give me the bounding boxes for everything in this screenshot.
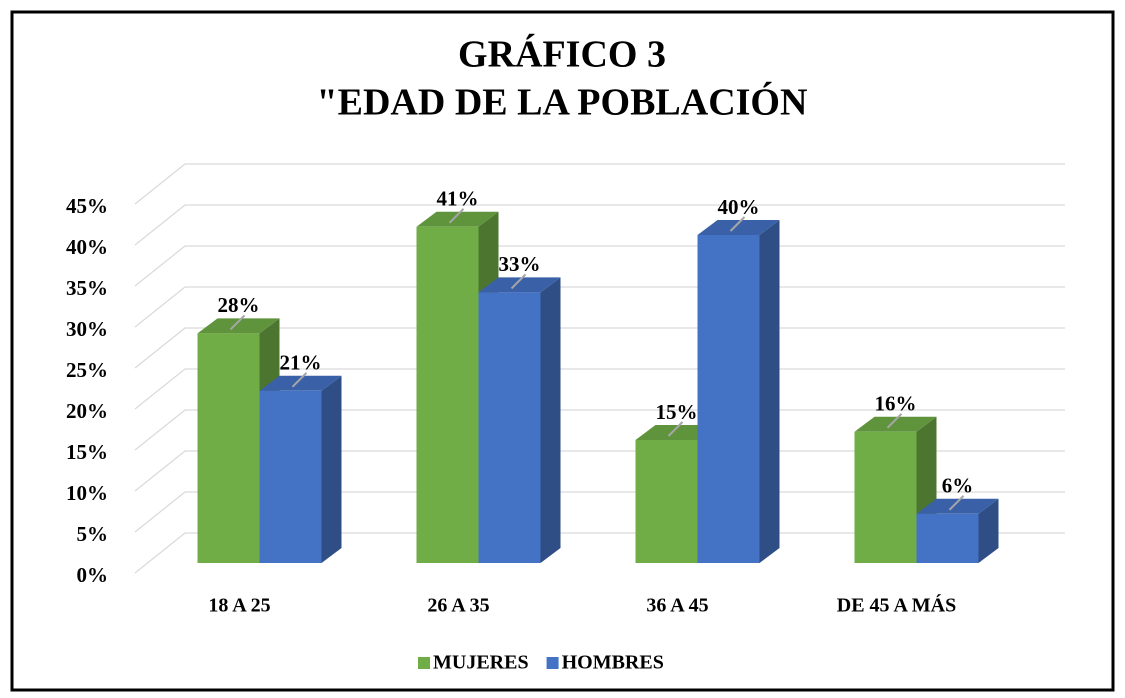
bar-top	[259, 375, 342, 391]
leader-line	[229, 314, 246, 331]
data-label: 16%	[875, 392, 917, 416]
leader-line	[510, 273, 527, 290]
y-tick-label: 10%	[66, 481, 108, 505]
y-tick-label: 45%	[66, 194, 108, 218]
bar-top	[416, 211, 499, 227]
leader-line	[729, 216, 746, 232]
data-label: 6%	[942, 474, 974, 498]
data-label: 21%	[280, 351, 322, 375]
bar-side	[978, 498, 999, 563]
bar	[854, 431, 917, 563]
bar-top	[635, 425, 718, 440]
data-label: 28%	[218, 293, 260, 317]
legend-label: MUJERES	[433, 652, 529, 674]
bar	[197, 333, 260, 563]
data-label: 40%	[718, 195, 760, 219]
y-tick-label: 30%	[66, 317, 108, 341]
bar	[259, 390, 322, 563]
legend-label: HOMBRES	[562, 652, 664, 674]
y-tick-label: 40%	[66, 235, 108, 259]
bar-side	[540, 277, 561, 563]
x-tick-label: DE 45 A MÁS	[837, 594, 956, 617]
bar-top	[197, 318, 280, 334]
x-tick-label: 26 A 35	[427, 595, 489, 617]
data-label: 33%	[499, 252, 541, 276]
legend-swatch	[546, 657, 559, 669]
grid-line	[134, 204, 1065, 246]
bar-top	[478, 277, 561, 293]
y-tick-label: 0%	[77, 563, 109, 587]
bar	[916, 513, 979, 563]
leader-line	[291, 372, 308, 388]
y-tick-label: 25%	[66, 358, 108, 382]
chart-title: GRÁFICO 3	[458, 34, 666, 76]
bar-side	[321, 375, 342, 563]
y-tick-label: 15%	[66, 440, 108, 464]
bar-top	[854, 416, 937, 432]
bar-top	[916, 498, 999, 514]
data-label: 15%	[656, 400, 698, 424]
bar	[478, 292, 541, 563]
y-tick-label: 35%	[66, 276, 108, 300]
y-tick-label: 20%	[66, 399, 108, 423]
bar	[635, 440, 698, 563]
grid-line	[134, 163, 1065, 205]
chart-border	[10, 10, 1115, 692]
x-tick-label: 18 A 25	[208, 595, 270, 617]
x-tick-label: 36 A 45	[646, 595, 708, 617]
leader-line	[667, 421, 684, 437]
bar-top	[697, 220, 780, 235]
leader-line	[886, 413, 903, 429]
bar	[416, 226, 479, 564]
bar	[697, 235, 760, 563]
legend-swatch	[418, 657, 430, 669]
data-label: 41%	[437, 187, 479, 211]
leader-line	[948, 495, 965, 511]
y-tick-label: 5%	[77, 522, 109, 546]
leader-line	[448, 208, 465, 224]
bar-side	[759, 220, 780, 563]
chart-title: "EDAD DE LA POBLACIÓN	[317, 82, 808, 124]
